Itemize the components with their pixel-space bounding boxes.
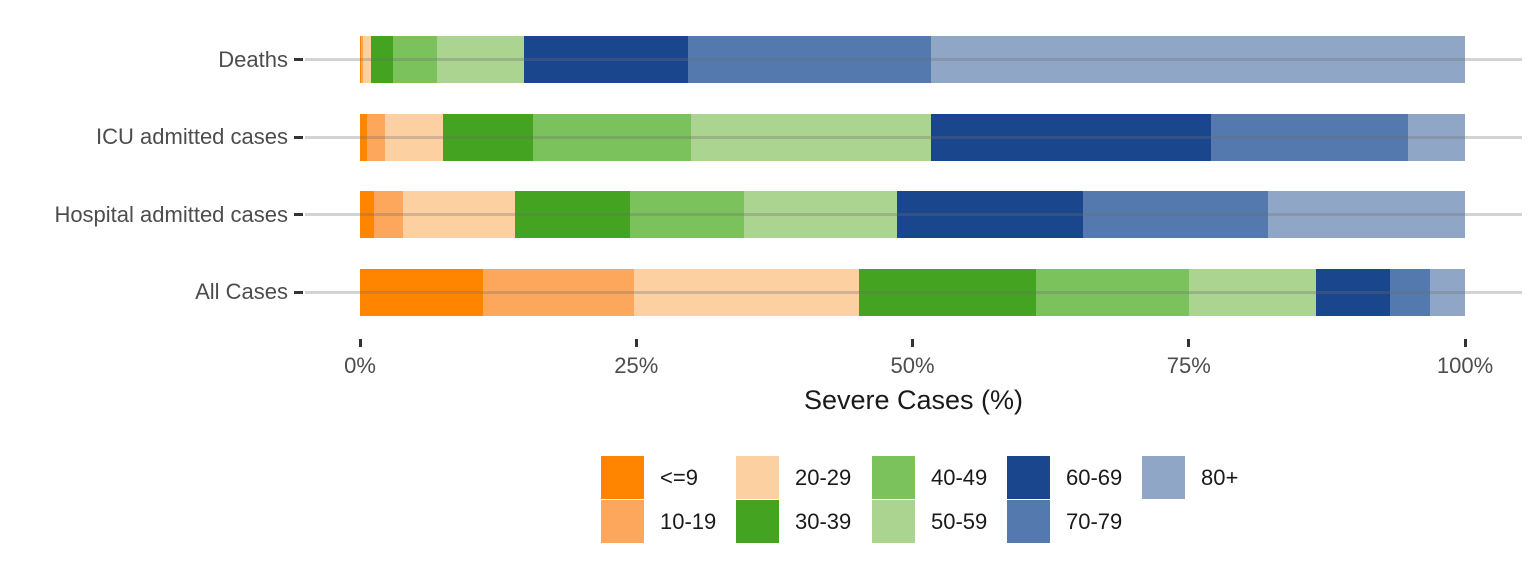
legend-label-80plus: 80+ xyxy=(1201,465,1239,490)
legend-key-40-49 xyxy=(872,456,915,499)
bar-segment-40-49 xyxy=(393,36,438,83)
x-axis-tick xyxy=(1187,339,1191,347)
bar-segment-80plus xyxy=(1268,191,1465,238)
x-axis-tick xyxy=(1463,339,1467,347)
bar-segment-20-29 xyxy=(363,36,372,83)
x-axis-title: Severe Cases (%) xyxy=(803,385,1024,415)
bar-segment-40-49 xyxy=(629,191,745,238)
legend-key-le9 xyxy=(601,456,644,499)
y-axis-label: All Cases xyxy=(195,279,288,304)
row-gridline xyxy=(305,213,1522,216)
bar-segment-50-59 xyxy=(744,191,897,238)
x-axis-tick-label: 75% xyxy=(1166,353,1211,378)
bar-segment-50-59 xyxy=(1188,268,1316,316)
bar-segment-le9 xyxy=(360,113,367,161)
bar-segment-60-69 xyxy=(1315,268,1390,316)
legend-label-50-59: 50-59 xyxy=(931,509,988,534)
x-axis-tick-label: 25% xyxy=(614,353,659,378)
bar-segment-60-69 xyxy=(523,36,689,83)
y-axis-tick xyxy=(294,58,303,61)
x-axis-tick-label: 100% xyxy=(1436,353,1494,378)
legend-label-le9: <=9 xyxy=(660,465,698,490)
bar-segment-60-69 xyxy=(896,191,1083,238)
stacked-bar xyxy=(360,268,1465,316)
bar-segment-80plus xyxy=(1429,268,1465,316)
legend-key-70-79 xyxy=(1007,500,1050,543)
y-axis-label: Hospital admitted cases xyxy=(54,201,288,227)
legend-label-60-69: 60-69 xyxy=(1066,465,1123,490)
legend-label-40-49: 40-49 xyxy=(931,465,988,490)
legend-key-20-29 xyxy=(736,456,779,499)
bar-segment-20-29 xyxy=(634,268,860,316)
legend-label-10-19: 10-19 xyxy=(660,509,717,534)
y-axis-label: Deaths xyxy=(218,46,288,72)
y-axis-tick xyxy=(294,290,303,294)
bar-segment-le9 xyxy=(360,36,362,83)
bar-segment-10-19 xyxy=(366,113,386,161)
legend-label-20-29: 20-29 xyxy=(795,465,852,490)
legend-label-30-39: 30-39 xyxy=(795,509,852,534)
bar-segment-20-29 xyxy=(385,113,443,161)
x-axis-tick-label: 50% xyxy=(890,353,935,378)
bar-segment-10-19 xyxy=(482,268,635,316)
x-axis-tick-label: 0% xyxy=(344,353,376,378)
bar-segment-70-79 xyxy=(688,36,932,83)
bar-segment-60-69 xyxy=(931,113,1211,161)
row-gridline xyxy=(305,135,1522,139)
bar-segment-40-49 xyxy=(1036,268,1189,316)
bar-segment-70-79 xyxy=(1082,191,1269,238)
legend-key-10-19 xyxy=(601,500,644,543)
bar-segment-50-59 xyxy=(437,36,524,83)
bar-segment-30-39 xyxy=(442,113,534,161)
y-axis-tick xyxy=(294,213,303,216)
bar-segment-50-59 xyxy=(691,113,932,161)
bar-segment-30-39 xyxy=(859,268,1037,316)
legend-key-60-69 xyxy=(1007,456,1050,499)
stacked-bar xyxy=(360,113,1465,161)
bar-segment-10-19 xyxy=(361,36,364,83)
bar-segment-30-39 xyxy=(514,191,630,238)
bar-segment-70-79 xyxy=(1389,268,1430,316)
bar-segment-le9 xyxy=(360,268,483,316)
stacked-bar xyxy=(360,191,1465,238)
bar-segment-30-39 xyxy=(371,36,394,83)
y-axis-label: ICU admitted cases xyxy=(96,124,288,149)
bar-segment-80plus xyxy=(931,36,1465,83)
row-gridline xyxy=(305,290,1522,294)
bar-segment-10-19 xyxy=(374,191,404,238)
x-axis-tick xyxy=(911,339,914,347)
x-axis-tick xyxy=(358,339,362,347)
legend-key-50-59 xyxy=(872,500,915,543)
stacked-bar xyxy=(360,36,1465,83)
bar-segment-70-79 xyxy=(1210,113,1408,161)
y-axis-tick xyxy=(294,135,303,139)
x-axis-tick xyxy=(634,339,638,347)
row-gridline xyxy=(305,58,1522,61)
bar-segment-le9 xyxy=(360,191,375,238)
bar-segment-20-29 xyxy=(403,191,515,238)
legend-key-80plus xyxy=(1142,456,1185,499)
legend-label-70-79: 70-79 xyxy=(1066,509,1123,534)
legend-key-30-39 xyxy=(736,500,779,543)
bar-segment-40-49 xyxy=(533,113,692,161)
bar-segment-80plus xyxy=(1407,113,1465,161)
